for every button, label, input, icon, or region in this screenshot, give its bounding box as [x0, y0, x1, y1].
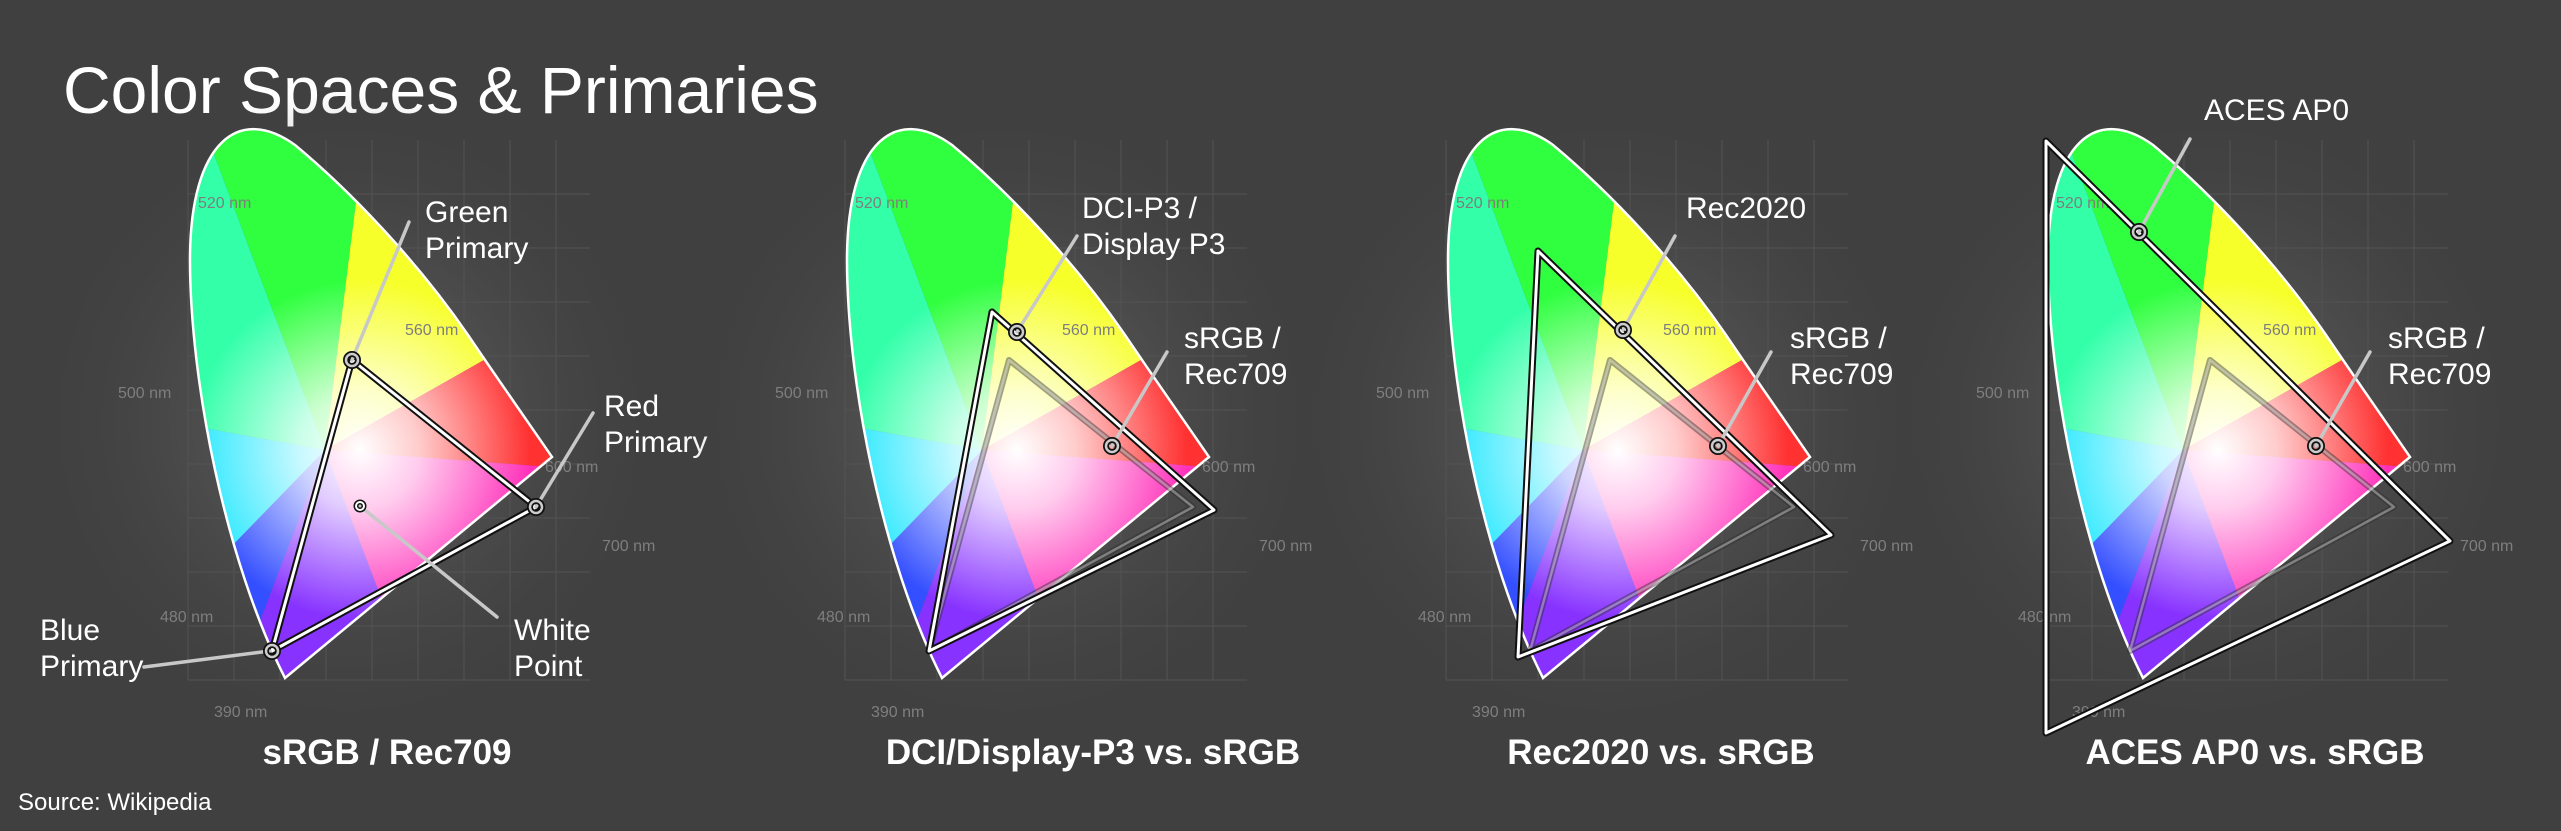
chromaticity-diagram: [1878, 80, 2538, 750]
callout-green-primary-line2: Primary: [425, 232, 528, 265]
leader-lines: [1621, 234, 1773, 448]
wavelength-label: 500 nm: [1376, 385, 1429, 402]
wavelength-labels: 520 nm 560 nm 500 nm 600 nm 700 nm 480 n…: [118, 195, 655, 721]
wavelength-label: 600 nm: [1803, 459, 1856, 476]
wavelength-label: 700 nm: [1259, 538, 1312, 555]
wavelength-label: 520 nm: [855, 195, 908, 212]
panel-caption: sRGB / Rec709: [262, 733, 511, 772]
wavelength-label: 700 nm: [2460, 538, 2513, 555]
callout-srgb-line2: Rec709: [1184, 358, 1287, 391]
aces-ap0-gamut-triangle: [2044, 139, 2452, 735]
srgb-marker: [2308, 438, 2324, 454]
panel-aces: 520 nm 560 nm 500 nm 600 nm 700 nm 480 n…: [1878, 80, 2538, 772]
callout-p3-line2: Display P3: [1082, 228, 1225, 261]
p3-gamut-triangle: [927, 310, 1216, 653]
srgb-gamut-triangle: [1528, 358, 1796, 653]
chromaticity-diagram: [677, 80, 1337, 750]
wavelength-label: 700 nm: [602, 538, 655, 555]
chromaticity-diagram: [1278, 80, 1938, 750]
callout-srgb: sRGB /: [2388, 322, 2485, 355]
wavelength-label: 480 nm: [160, 609, 213, 626]
rec2020-marker: [1615, 322, 1631, 338]
wavelength-label: 560 nm: [405, 322, 458, 339]
rec2020-gamut-triangle: [1516, 249, 1833, 659]
callout-srgb: sRGB /: [1790, 322, 1887, 355]
green-primary-marker: [344, 352, 360, 368]
wavelength-label: 500 nm: [118, 385, 171, 402]
wavelength-label: 600 nm: [545, 459, 598, 476]
wavelength-label: 520 nm: [2056, 195, 2109, 212]
callout-blue-primary-line2: Primary: [40, 650, 143, 683]
leader-lines: [142, 220, 595, 669]
wavelength-label: 520 nm: [198, 195, 251, 212]
callout-white-point-line2: Point: [514, 650, 583, 683]
callout-red-primary: Red: [604, 390, 659, 423]
srgb-gamut-triangle: [927, 358, 1195, 653]
leader-lines: [1015, 234, 1169, 448]
wavelength-label: 600 nm: [1202, 459, 1255, 476]
panel-caption: DCI/Display-P3 vs. sRGB: [886, 733, 1300, 772]
wavelength-label: 480 nm: [817, 609, 870, 626]
wavelength-label: 520 nm: [1456, 195, 1509, 212]
wavelength-label: 480 nm: [1418, 609, 1471, 626]
callout-srgb: sRGB /: [1184, 322, 1281, 355]
srgb-gamut-triangle: [2128, 358, 2396, 653]
callout-green-primary: Green: [425, 196, 508, 229]
p3-marker: [1009, 324, 1025, 340]
wavelength-label: 560 nm: [2263, 322, 2316, 339]
callout-srgb-line2: Rec709: [2388, 358, 2491, 391]
panel-rec2020: 520 nm 560 nm 500 nm 600 nm 700 nm 480 n…: [1278, 80, 1938, 772]
red-primary-marker: [528, 499, 544, 515]
wavelength-label: 390 nm: [871, 704, 924, 721]
wavelength-label: 560 nm: [1663, 322, 1716, 339]
wavelength-label: 560 nm: [1062, 322, 1115, 339]
panel-srgb: 520 nm 560 nm 500 nm 600 nm 700 nm 480 n…: [20, 80, 707, 772]
source-note: Source: Wikipedia: [18, 789, 212, 816]
panel-p3: 520 nm 560 nm 500 nm 600 nm 700 nm 480 n…: [677, 80, 1337, 772]
blue-primary-marker: [264, 643, 280, 659]
panel-caption: ACES AP0 vs. sRGB: [2085, 733, 2424, 772]
callout-aces-ap0: ACES AP0: [2204, 94, 2349, 127]
white-point-marker: [355, 501, 365, 511]
wavelength-label: 390 nm: [214, 704, 267, 721]
srgb-marker: [1104, 438, 1120, 454]
callout-p3: DCI-P3 /: [1082, 192, 1198, 225]
wavelength-label: 600 nm: [2403, 459, 2456, 476]
wavelength-label: 700 nm: [1860, 538, 1913, 555]
leader-lines: [2137, 137, 2372, 448]
wavelength-label: 500 nm: [775, 385, 828, 402]
callout-blue-primary: Blue: [40, 614, 100, 647]
aces-ap0-marker: [2131, 224, 2147, 240]
wavelength-labels: 520 nm 560 nm 500 nm 600 nm 700 nm 480 n…: [775, 195, 1312, 721]
panel-caption: Rec2020 vs. sRGB: [1507, 733, 1814, 772]
callout-white-point: White: [514, 614, 591, 647]
wavelength-label: 500 nm: [1976, 385, 2029, 402]
wavelength-label: 390 nm: [1472, 704, 1525, 721]
wavelength-labels: 520 nm 560 nm 500 nm 600 nm 700 nm 480 n…: [1376, 195, 1913, 721]
srgb-marker: [1710, 438, 1726, 454]
callout-rec2020: Rec2020: [1686, 192, 1806, 225]
callout-srgb-line2: Rec709: [1790, 358, 1893, 391]
